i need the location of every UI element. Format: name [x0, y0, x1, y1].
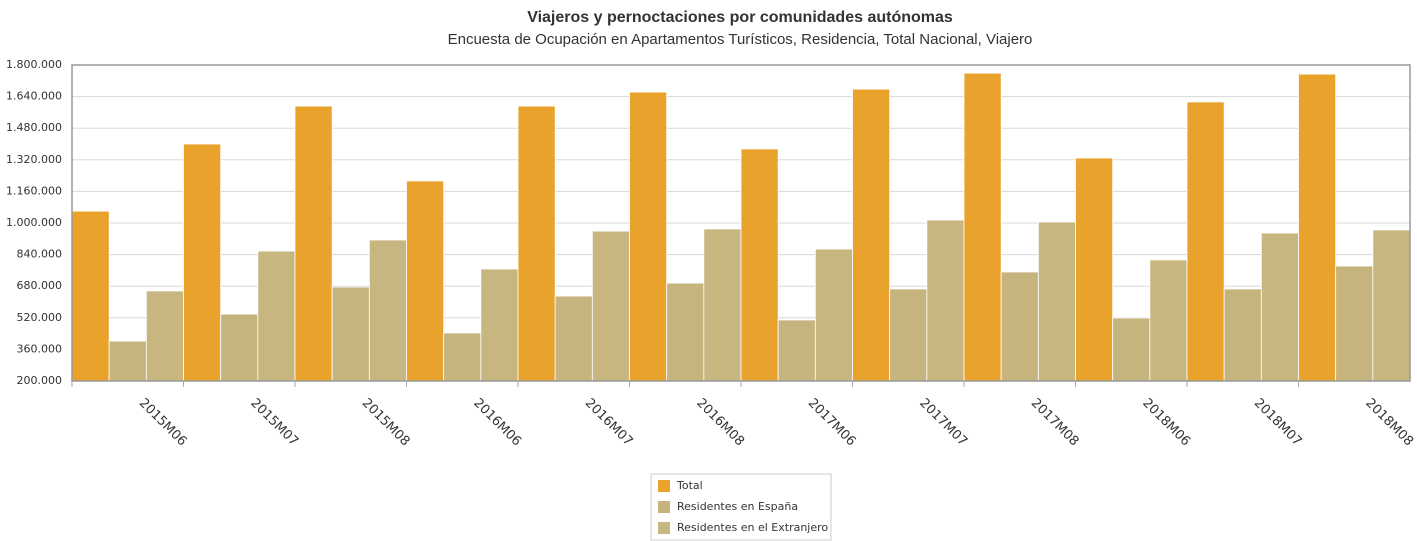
legend-swatch — [658, 501, 670, 513]
x-tick-label: 2016M08 — [693, 396, 747, 450]
bar — [294, 105, 333, 382]
x-tick-label: 2017M08 — [1028, 396, 1082, 450]
bar — [220, 313, 259, 382]
bar — [71, 210, 110, 382]
y-tick-label: 1.160.000 — [6, 184, 62, 197]
bar — [777, 319, 816, 382]
bar — [1037, 221, 1076, 382]
bar — [368, 239, 407, 382]
bar — [257, 250, 296, 382]
x-tick-label: 2015M08 — [359, 396, 413, 450]
x-tick-label: 2017M06 — [805, 396, 859, 450]
y-tick-label: 840.000 — [17, 248, 63, 261]
chart-subtitle: Encuesta de Ocupación en Apartamentos Tu… — [448, 31, 1033, 48]
bar — [145, 290, 184, 382]
bar — [1075, 157, 1114, 382]
y-tick-label: 520.000 — [17, 311, 63, 324]
x-tick-label: 2018M07 — [1251, 396, 1305, 450]
bar — [1000, 271, 1039, 382]
x-tick-label: 2015M07 — [247, 396, 301, 450]
bar — [1186, 101, 1225, 382]
bar — [703, 228, 742, 382]
bar — [1112, 317, 1151, 382]
legend-box — [650, 473, 832, 541]
bar — [889, 288, 928, 382]
bar — [814, 248, 853, 382]
bar — [1335, 265, 1374, 382]
legend-label: Residentes en España — [677, 500, 798, 513]
bar — [331, 286, 370, 382]
bar — [963, 72, 1002, 382]
y-tick-label: 360.000 — [17, 342, 63, 355]
bar — [666, 282, 705, 382]
x-tick-label: 2016M06 — [470, 396, 524, 450]
x-tick-label: 2017M07 — [916, 396, 970, 450]
y-tick-label: 680.000 — [17, 279, 63, 292]
bar — [108, 340, 147, 382]
y-tick-label: 1.000.000 — [6, 216, 62, 229]
bar — [480, 268, 519, 382]
y-tick-label: 1.480.000 — [6, 121, 62, 134]
bar — [591, 230, 630, 382]
bar — [554, 295, 593, 382]
chart-title: Viajeros y pernoctaciones por comunidade… — [527, 9, 953, 26]
x-tick-label: 2015M06 — [136, 396, 190, 450]
y-tick-label: 200.000 — [17, 374, 63, 387]
bar — [629, 91, 668, 382]
bar — [740, 148, 779, 382]
plot-frame — [71, 64, 1411, 382]
bar — [183, 143, 222, 382]
legend-label: Residentes en el Extranjero — [677, 521, 828, 534]
bar — [926, 219, 965, 382]
bar — [1372, 229, 1411, 382]
bar — [1260, 232, 1299, 382]
x-tick-label: 2016M07 — [582, 396, 636, 450]
bar — [1149, 259, 1188, 382]
x-tick-label: 2018M08 — [1362, 396, 1416, 450]
legend-label: Total — [676, 479, 703, 492]
bar — [1298, 73, 1337, 382]
y-tick-label: 1.640.000 — [6, 90, 62, 103]
bar — [852, 88, 891, 382]
bar — [517, 105, 556, 382]
legend-swatch — [658, 522, 670, 534]
y-tick-label: 1.320.000 — [6, 153, 62, 166]
bar — [406, 180, 445, 382]
x-tick-label: 2018M06 — [1139, 396, 1193, 450]
legend-swatch — [658, 480, 670, 492]
y-tick-label: 1.800.000 — [6, 58, 62, 71]
bar — [443, 332, 482, 382]
bar — [1223, 288, 1262, 382]
